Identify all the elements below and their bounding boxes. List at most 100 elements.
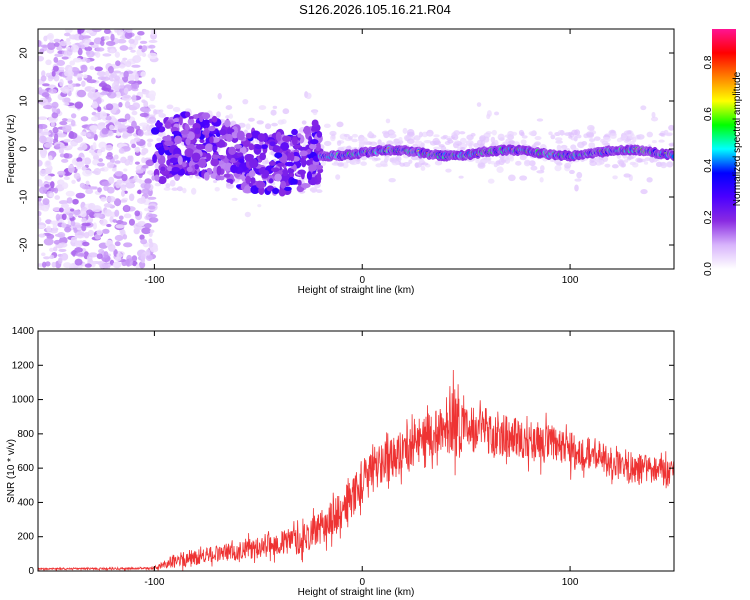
heatmap-cell xyxy=(342,161,349,169)
heatmap-cell xyxy=(392,141,399,145)
heatmap-cell xyxy=(118,148,125,154)
heatmap-cell xyxy=(62,124,72,133)
heatmap-cell xyxy=(137,189,142,195)
heatmap-cell xyxy=(61,158,69,163)
heatmap-cell xyxy=(297,169,306,175)
heatmap-cell xyxy=(272,187,280,195)
heatmap-cell xyxy=(320,161,327,166)
heatmap-cell xyxy=(272,105,278,110)
heatmap-cell xyxy=(103,203,113,208)
heatmap-cell xyxy=(158,175,167,185)
heatmap-cell xyxy=(368,130,373,138)
heatmap-cell xyxy=(93,186,98,190)
heatmap-cell xyxy=(300,182,311,189)
y-tick-label: 1200 xyxy=(12,360,35,371)
heatmap-cell xyxy=(80,64,88,73)
heatmap-cell xyxy=(169,179,176,187)
heatmap-cell xyxy=(550,134,556,140)
heatmap-cell xyxy=(108,176,115,185)
heatmap-cell xyxy=(336,140,342,146)
heatmap-cell xyxy=(248,170,256,178)
heatmap-cell xyxy=(125,182,136,189)
heatmap-cell xyxy=(107,91,117,99)
heatmap-cell xyxy=(257,133,266,142)
heatmap-cell xyxy=(150,29,157,36)
heatmap-cell xyxy=(168,173,173,178)
heatmap-cell xyxy=(500,159,507,163)
heatmap-cell xyxy=(109,48,116,54)
heatmap-cell xyxy=(386,140,394,146)
heatmap-cell xyxy=(494,139,499,147)
heatmap-cell xyxy=(104,70,110,78)
heatmap-cell xyxy=(119,199,128,203)
heatmap-cell xyxy=(128,38,135,44)
heatmap-cell xyxy=(632,162,639,168)
heatmap-cell xyxy=(58,248,67,252)
heatmap-cell xyxy=(171,167,180,172)
heatmap-cell xyxy=(123,213,132,219)
heatmap-cell xyxy=(611,164,619,169)
heatmap-cell xyxy=(433,146,441,150)
heatmap-cell xyxy=(139,112,149,118)
heatmap-cell xyxy=(268,160,276,166)
heatmap-cell xyxy=(61,86,71,94)
heatmap-cell xyxy=(145,159,155,167)
heatmap-cell xyxy=(42,83,50,87)
heatmap-cell xyxy=(131,110,138,116)
heatmap-cell xyxy=(244,185,251,193)
heatmap-cell xyxy=(284,186,292,191)
heatmap-cell xyxy=(53,187,59,194)
heatmap-cell xyxy=(297,133,302,138)
heatmap-cell xyxy=(164,140,174,146)
figure-title: S126.2026.105.16.21.R04 xyxy=(299,2,451,17)
heatmap-cell xyxy=(63,138,71,143)
heatmap-cell xyxy=(308,164,317,172)
heatmap-cell xyxy=(147,196,157,200)
heatmap-cell xyxy=(165,183,171,188)
heatmap-cell xyxy=(86,30,93,34)
heatmap-cell xyxy=(97,148,102,157)
heatmap-cell xyxy=(148,39,158,43)
heatmap-cell xyxy=(576,171,583,179)
heatmap-cell xyxy=(518,129,525,136)
heatmap-cell xyxy=(311,119,319,127)
heatmap-cell xyxy=(154,174,160,182)
heatmap-cell xyxy=(266,185,275,192)
heatmap-cell xyxy=(271,167,280,173)
heatmap-cell xyxy=(291,135,298,146)
heatmap-cell xyxy=(128,46,133,51)
heatmap-cell xyxy=(554,164,562,172)
heatmap-cell xyxy=(308,143,317,150)
heatmap-cell xyxy=(264,123,272,130)
heatmap-cell xyxy=(45,261,51,267)
heatmap-cell xyxy=(158,131,166,138)
heatmap-cell xyxy=(339,162,345,167)
heatmap-cell xyxy=(311,127,317,132)
heatmap-cell xyxy=(52,65,59,72)
heatmap-cell xyxy=(425,132,433,136)
heatmap-cell xyxy=(454,140,461,144)
heatmap-cell xyxy=(668,124,674,131)
spectrogram-y-axis-label: Frequency (Hz) xyxy=(6,115,17,184)
heatmap-cell xyxy=(44,160,52,168)
y-tick-label: 1400 xyxy=(12,326,35,337)
heatmap-cell xyxy=(50,181,55,189)
heatmap-cell xyxy=(86,79,97,84)
heatmap-cell xyxy=(507,174,516,182)
heatmap-cell xyxy=(536,170,545,174)
heatmap-cell xyxy=(277,162,285,167)
heatmap-cell xyxy=(373,157,381,161)
heatmap-cell xyxy=(189,118,195,126)
heatmap-cell xyxy=(106,186,115,194)
heatmap-cell xyxy=(41,70,46,77)
y-tick-label: 0 xyxy=(28,566,34,577)
heatmap-cell xyxy=(186,166,193,172)
heatmap-cell xyxy=(388,178,396,183)
heatmap-cell xyxy=(268,178,274,184)
heatmap-cell xyxy=(616,137,623,143)
heatmap-cell xyxy=(38,224,46,229)
heatmap-cell xyxy=(93,213,103,218)
heatmap-cell xyxy=(315,143,321,152)
y-tick-label: 400 xyxy=(17,497,34,508)
